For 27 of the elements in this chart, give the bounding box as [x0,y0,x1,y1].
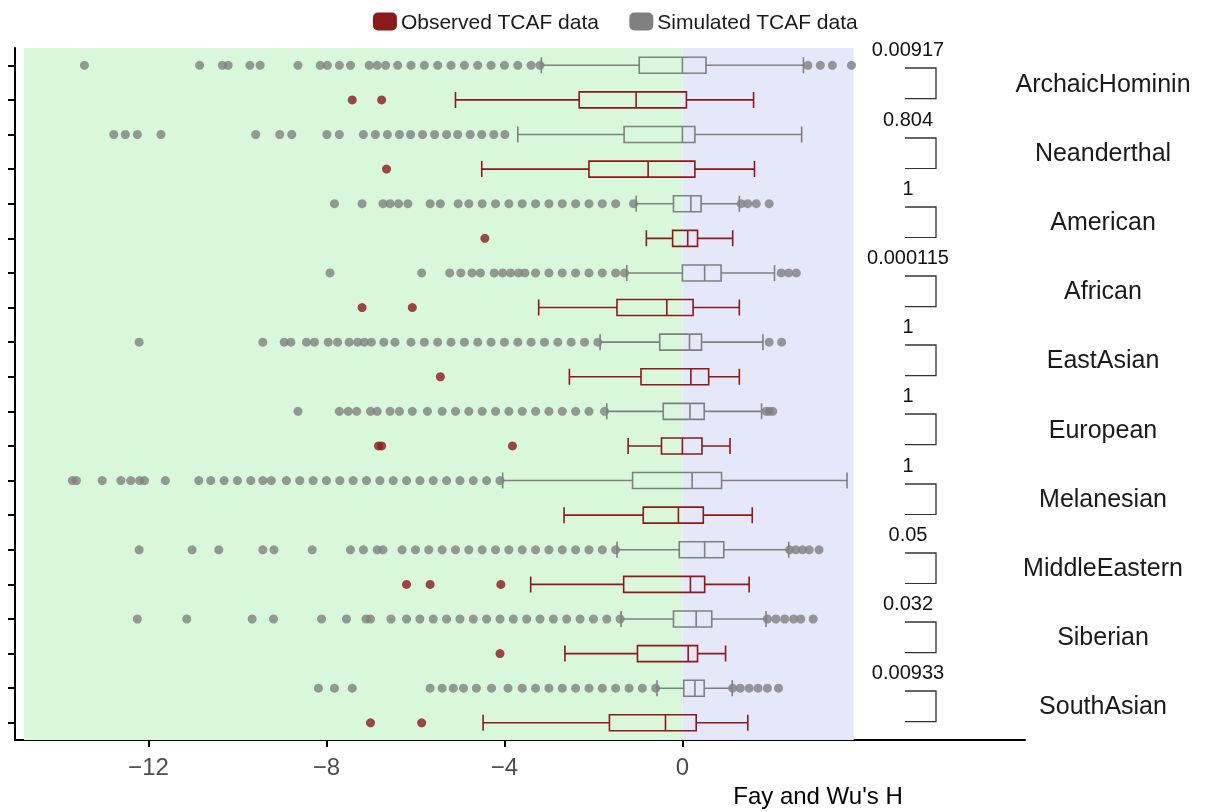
annotation: 1 [902,315,914,339]
y-tick-label: European [1048,414,1158,443]
x-tick-label: −8 [312,752,341,780]
annotation: 0.804 [882,107,934,131]
legend-label: Simulated TCAF data [657,10,859,33]
x-tick-label: −4 [490,752,519,780]
x-tick-label: 0 [675,752,690,780]
x-tick-label: −12 [128,752,169,780]
annotation: 1 [902,384,914,408]
y-tick-label: African [1064,276,1142,305]
y-tick-label: Melanesian [1039,483,1167,512]
y-tick-label: ArchaicHominin [1015,68,1191,97]
annotation: 0.05 [888,522,928,546]
annotation: 0.032 [882,591,934,615]
y-tick-label: MiddleEastern [1023,553,1183,582]
annotation: 0.00933 [871,661,945,685]
y-tick-label: American [1050,207,1156,236]
legend-label: Observed TCAF data [400,10,600,33]
annotation: 1 [902,453,914,477]
y-tick-label: EastAsian [1046,345,1160,374]
y-tick-label: SouthAsian [1039,691,1167,720]
annotation: 0.000115 [867,245,949,269]
annotation: 1 [902,176,914,200]
annotation: 0.00917 [871,38,945,62]
y-tick-label: Neanderthal [1034,137,1172,166]
x-axis-title: Fay and Wu's H [733,781,903,809]
y-tick-label: Siberian [1057,622,1149,651]
